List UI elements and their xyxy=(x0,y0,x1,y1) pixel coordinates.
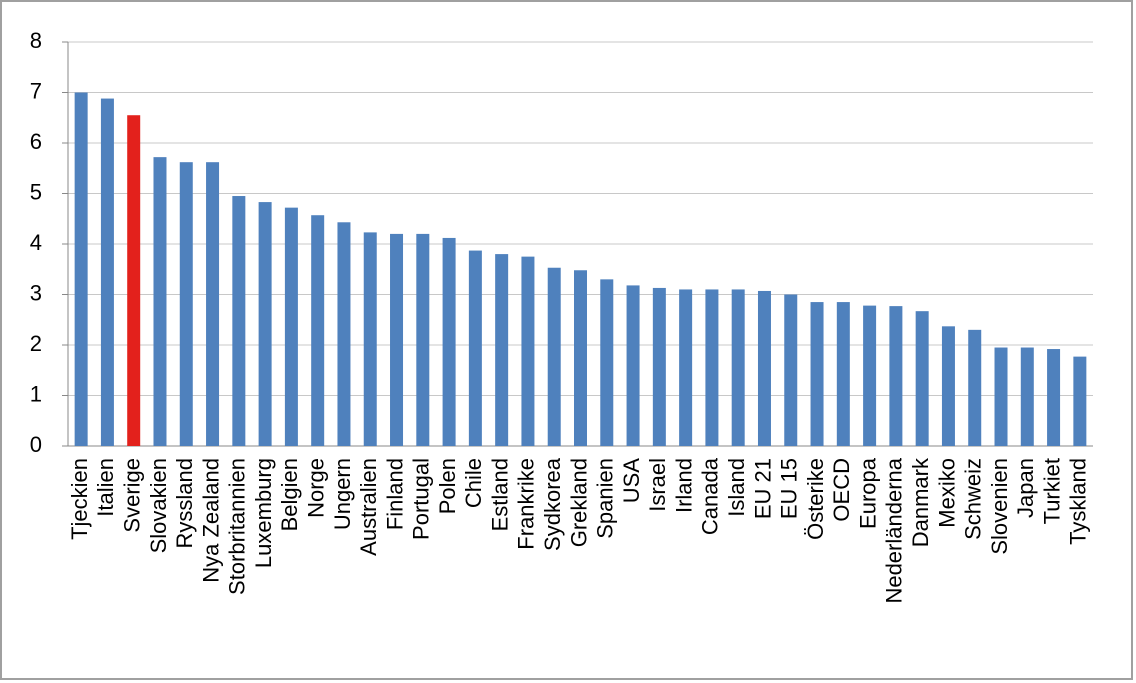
x-tick-label: EU 15 xyxy=(777,458,802,519)
x-tick-label: Norge xyxy=(303,458,328,518)
bar xyxy=(889,306,903,446)
x-tick-label: Luxemburg xyxy=(251,458,276,568)
x-tick-label: Finland xyxy=(382,458,407,530)
bar xyxy=(153,157,167,446)
y-tick-label: 2 xyxy=(30,331,42,356)
bar xyxy=(311,215,325,446)
bar xyxy=(1020,347,1034,446)
y-tick-label: 7 xyxy=(30,78,42,103)
x-tick-label: Storbritannien xyxy=(225,458,250,595)
bar xyxy=(206,162,220,446)
bar xyxy=(863,305,877,446)
bar xyxy=(468,250,482,446)
x-tick-label: Slovenien xyxy=(987,458,1012,555)
bar xyxy=(652,287,666,446)
bar xyxy=(836,302,850,446)
x-tick-label: Frankrike xyxy=(514,458,539,550)
bar xyxy=(284,207,298,446)
x-tick-label: Tyskland xyxy=(1066,458,1091,545)
bar xyxy=(705,289,719,446)
bar xyxy=(390,233,404,446)
x-tick-label: Danmark xyxy=(908,457,933,547)
y-tick-label: 1 xyxy=(30,381,42,406)
x-tick-label: Grekland xyxy=(566,458,591,547)
x-tick-label: Mexiko xyxy=(934,458,959,528)
bar xyxy=(521,256,535,446)
y-tick-label: 3 xyxy=(30,280,42,305)
x-tick-label: Tjeckien xyxy=(67,458,92,540)
bar xyxy=(626,285,640,446)
bar xyxy=(941,326,955,446)
x-tick-label: Österike xyxy=(803,458,828,540)
bar xyxy=(810,302,824,446)
bar xyxy=(179,162,193,446)
bar xyxy=(994,347,1008,446)
x-tick-label: EU 21 xyxy=(750,458,775,519)
bar xyxy=(731,289,745,446)
bar xyxy=(495,254,509,446)
bar xyxy=(784,294,798,446)
bar xyxy=(757,290,771,446)
bar xyxy=(363,232,377,446)
x-tick-label: Schweiz xyxy=(961,458,986,540)
bar xyxy=(416,233,430,446)
x-tick-label: Canada xyxy=(698,457,723,535)
bar xyxy=(74,92,88,446)
x-tick-label: Ungern xyxy=(330,458,355,530)
x-tick-label: Polen xyxy=(435,458,460,514)
bar xyxy=(442,237,456,446)
x-tick-label: Italien xyxy=(93,458,118,517)
x-tick-label: Japan xyxy=(1013,458,1038,518)
x-tick-label: Portugal xyxy=(409,458,434,540)
x-tick-label: Slovakien xyxy=(146,458,171,553)
bar xyxy=(1073,356,1087,446)
bar xyxy=(337,222,351,446)
y-tick-label: 8 xyxy=(30,28,42,53)
bar xyxy=(915,311,929,446)
x-tick-label: Belgien xyxy=(277,458,302,531)
y-tick-label: 4 xyxy=(30,230,42,255)
x-tick-label: Israel xyxy=(645,458,670,512)
x-tick-label: Sydkorea xyxy=(540,457,565,551)
x-tick-label: Europa xyxy=(855,457,880,529)
x-tick-label: Australien xyxy=(356,458,381,556)
x-tick-label: Nya Zealand xyxy=(198,458,223,583)
bar xyxy=(968,329,982,446)
y-tick-label: 5 xyxy=(30,179,42,204)
x-tick-label: Irland xyxy=(671,458,696,513)
bar xyxy=(100,98,114,446)
x-tick-label: Sverige xyxy=(120,458,145,533)
x-tick-label: Spanien xyxy=(593,458,618,539)
x-tick-label: USA xyxy=(619,458,644,504)
x-tick-label: Chile xyxy=(461,458,486,508)
x-tick-label: Nederländerna xyxy=(882,457,907,603)
y-tick-label: 0 xyxy=(30,432,42,457)
bar xyxy=(258,202,272,446)
y-tick-label: 6 xyxy=(30,129,42,154)
bar xyxy=(679,289,693,446)
bar xyxy=(127,115,141,446)
x-tick-label: Ryssland xyxy=(172,458,197,548)
bar xyxy=(600,279,614,446)
bar xyxy=(547,267,561,446)
bar xyxy=(232,196,246,446)
x-tick-label: Estland xyxy=(487,458,512,531)
x-tick-label: Island xyxy=(724,458,749,517)
x-tick-label: OECD xyxy=(829,458,854,522)
bar xyxy=(574,270,587,446)
x-tick-label: Turkiet xyxy=(1039,458,1064,524)
bar xyxy=(1047,349,1061,446)
